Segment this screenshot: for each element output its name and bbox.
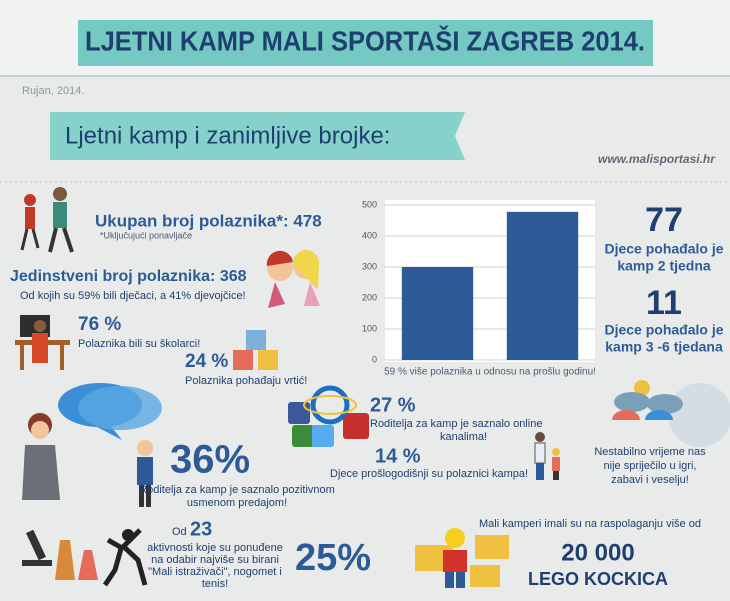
banner bbox=[50, 112, 465, 160]
long-stay-line: Djece pohađalo je bbox=[604, 322, 723, 338]
activities-share: 25% bbox=[295, 537, 371, 579]
word-of-mouth-line: usmenom predajom! bbox=[187, 497, 287, 509]
y-tick-label: 200 bbox=[362, 292, 377, 302]
bar bbox=[401, 267, 474, 360]
kindergarten-value: 24 % bbox=[185, 351, 228, 372]
speech-icon bbox=[22, 383, 162, 507]
banner-text: Ljetni kamp i zanimljive brojke: bbox=[65, 122, 390, 149]
activities-line: na odabir najviše su birani bbox=[151, 554, 279, 566]
total-note: *Uključujući ponavljače bbox=[100, 230, 192, 240]
title-band bbox=[78, 20, 653, 66]
y-tick-label: 300 bbox=[362, 261, 377, 271]
long-stay-value: 11 bbox=[646, 284, 682, 322]
kindergarten-text: Polaznika pohađaju vrtić! bbox=[185, 375, 307, 387]
word-of-mouth-value: 36% bbox=[170, 438, 250, 482]
y-tick-label: 0 bbox=[372, 354, 377, 364]
unique-note: Od kojih su 59% bili dječaci, a 41% djev… bbox=[20, 290, 246, 302]
long-stay-line: kamp 3 -6 tjedana bbox=[605, 339, 723, 355]
kids-faces-icon bbox=[266, 249, 320, 308]
date: Rujan, 2014. bbox=[22, 85, 84, 97]
desk-icon bbox=[15, 315, 70, 370]
family-icon bbox=[534, 432, 560, 480]
abc-blocks-icon bbox=[233, 330, 278, 370]
school-text: Polaznika bili su školarci! bbox=[78, 338, 200, 350]
returning-value: 14 % bbox=[375, 445, 421, 467]
weather-line: nije spriječilo u igri, bbox=[604, 460, 697, 472]
lego-text: Mali kamperi imali su na raspolaganju vi… bbox=[479, 518, 701, 530]
school-value: 76 % bbox=[78, 314, 121, 335]
online-line: Roditelja za kamp je saznalo online bbox=[370, 418, 542, 430]
unique-participants: Jedinstveni broj polaznika: 368 bbox=[10, 268, 247, 285]
people-icon bbox=[20, 187, 74, 253]
word-of-mouth-line: Roditelja za kamp je saznalo pozitivnom bbox=[139, 484, 335, 496]
y-tick-label: 100 bbox=[362, 323, 377, 333]
social-icons bbox=[288, 385, 369, 447]
lego-label: LEGO KOCKICA bbox=[528, 569, 668, 589]
lab-sport-icons bbox=[22, 528, 148, 587]
bar bbox=[506, 211, 579, 360]
total-participants: Ukupan broj polaznika*: 478 bbox=[95, 211, 322, 230]
weather-icon bbox=[612, 380, 730, 447]
chart-caption: 59 % više polaznika u odnosu na prošlu g… bbox=[384, 367, 596, 378]
bar-chart: 0 100 200 300 400 500 bbox=[362, 199, 595, 364]
returning-text: Djece prošlogodišnji su polaznici kampa! bbox=[330, 468, 528, 480]
two-weeks-line: kamp 2 tjedna bbox=[617, 258, 711, 274]
activities-line: "Mali istraživači", nogomet i bbox=[148, 566, 282, 578]
y-tick-label: 400 bbox=[362, 230, 377, 240]
two-weeks-line: Djece pohađalo je bbox=[604, 241, 723, 257]
activities-line: aktivnosti koje su ponuđene bbox=[147, 542, 283, 554]
lego-icon bbox=[415, 528, 509, 588]
activities-line: tenis! bbox=[202, 578, 228, 590]
weather-line: Nestabilno vrijeme nas bbox=[594, 446, 706, 458]
title: LJETNI KAMP MALI SPORTAŠI ZAGREB 2014. bbox=[85, 24, 645, 56]
activities-value: 23 bbox=[190, 518, 212, 540]
lego-value: 20 000 bbox=[561, 539, 634, 566]
two-weeks-value: 77 bbox=[645, 201, 683, 239]
online-value: 27 % bbox=[370, 394, 416, 416]
online-line: kanalima! bbox=[440, 431, 487, 443]
website: www.malisportasi.hr bbox=[598, 152, 716, 166]
weather-line: zabavi i veselju! bbox=[611, 474, 689, 486]
activities-prefix: Od bbox=[172, 526, 187, 538]
y-tick-label: 500 bbox=[362, 199, 377, 209]
